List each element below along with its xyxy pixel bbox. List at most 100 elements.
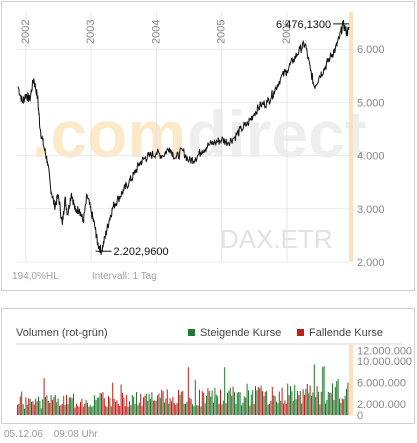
volume-bar bbox=[206, 396, 207, 415]
volume-bar bbox=[257, 387, 259, 415]
volume-bar bbox=[228, 390, 230, 415]
volume-bar bbox=[334, 387, 336, 415]
volume-bar bbox=[29, 399, 31, 415]
volume-bar bbox=[17, 404, 18, 415]
volume-bar bbox=[24, 408, 25, 415]
volume-y-tick-label: 0 bbox=[357, 410, 363, 422]
volume-bar bbox=[91, 407, 93, 415]
volume-bar bbox=[214, 387, 216, 415]
volume-bar bbox=[236, 393, 238, 415]
legend-falling: Fallende Kurse bbox=[309, 327, 383, 339]
volume-bar bbox=[61, 403, 63, 415]
volume-bar bbox=[172, 396, 174, 415]
volume-bar bbox=[316, 386, 318, 415]
volume-bar bbox=[31, 402, 32, 415]
volume-bar bbox=[32, 401, 34, 415]
chart-title: DAX.ETR bbox=[220, 224, 333, 254]
volume-bar bbox=[347, 382, 349, 415]
volume-bar bbox=[210, 396, 212, 415]
volume-bar bbox=[256, 390, 258, 415]
volume-bar bbox=[123, 397, 125, 415]
volume-bar bbox=[252, 390, 254, 415]
volume-bar bbox=[280, 400, 282, 415]
volume-bar bbox=[150, 399, 151, 415]
x-tick-label: 2006 bbox=[281, 20, 293, 44]
volume-bar bbox=[131, 395, 133, 415]
volume-bar bbox=[179, 394, 181, 415]
volume-bar bbox=[332, 383, 333, 415]
volume-bar bbox=[271, 386, 273, 415]
footer-date: 05.12.06 bbox=[4, 429, 43, 440]
volume-bar bbox=[75, 403, 77, 415]
price-chart-panel: .com direct DAX.ETR 2002 2003 2004 2005 2006… bbox=[1, 1, 415, 291]
volume-bar bbox=[164, 402, 165, 415]
volume-bar bbox=[152, 400, 154, 415]
volume-bar bbox=[113, 398, 115, 415]
volume-bar bbox=[203, 392, 205, 415]
y-tick-label: 6.000 bbox=[357, 44, 385, 56]
volume-bar bbox=[103, 398, 105, 415]
volume-title: Volumen (rot-grün) bbox=[16, 327, 108, 339]
volume-bar bbox=[327, 391, 329, 415]
volume-bar bbox=[243, 396, 245, 415]
volume-bar bbox=[36, 401, 38, 415]
volume-bar bbox=[66, 394, 67, 415]
volume-bar bbox=[81, 398, 83, 415]
volume-y-tick-label: 10.000.000 bbox=[357, 356, 412, 368]
volume-bar bbox=[87, 402, 88, 415]
volume-bar bbox=[77, 405, 79, 415]
volume-right-bar bbox=[349, 345, 353, 415]
price-line bbox=[17, 20, 350, 255]
volume-bar bbox=[340, 402, 342, 415]
volume-bar bbox=[339, 398, 340, 415]
volume-bar bbox=[159, 397, 161, 415]
volume-bar bbox=[25, 397, 27, 415]
volume-bar bbox=[95, 400, 97, 415]
volume-bar bbox=[295, 399, 297, 415]
volume-bar bbox=[84, 404, 86, 415]
volume-bar bbox=[213, 403, 214, 415]
volume-bar bbox=[322, 367, 324, 415]
volume-bar bbox=[165, 398, 167, 415]
volume-bar bbox=[323, 366, 325, 415]
volume-bar bbox=[305, 388, 307, 415]
volume-bar bbox=[225, 403, 227, 415]
volume-bar bbox=[171, 401, 172, 415]
volume-bar bbox=[162, 391, 164, 415]
volume-bar bbox=[161, 390, 163, 415]
volume-bar bbox=[308, 393, 310, 415]
volume-bar bbox=[304, 394, 305, 415]
volume-bar bbox=[186, 401, 188, 415]
volume-bar bbox=[67, 404, 69, 415]
volume-bar bbox=[208, 391, 210, 415]
volume-bar bbox=[192, 404, 193, 415]
volume-bar bbox=[96, 397, 98, 415]
volume-bar bbox=[168, 403, 170, 415]
volume-bar bbox=[344, 395, 346, 415]
volume-bar bbox=[140, 393, 142, 415]
y-tick-label: 3.000 bbox=[357, 204, 385, 216]
volume-bar bbox=[311, 395, 312, 415]
volume-bar bbox=[35, 398, 37, 415]
price-chart: .com direct DAX.ETR 2002 2003 2004 2005 2006… bbox=[12, 12, 385, 282]
volume-bar bbox=[137, 405, 139, 415]
volume-bar bbox=[260, 385, 262, 415]
volume-bar bbox=[287, 383, 289, 415]
volume-bar bbox=[281, 387, 283, 415]
volume-bar bbox=[319, 404, 321, 415]
volume-bar bbox=[288, 395, 290, 415]
volume-bar bbox=[315, 396, 317, 415]
right-highlight-bar bbox=[349, 12, 353, 262]
volume-bar bbox=[74, 407, 76, 415]
volume-bar bbox=[229, 387, 231, 415]
volume-bar bbox=[222, 400, 224, 415]
volume-bar bbox=[263, 396, 265, 415]
volume-chart-panel: Volumen (rot-grün) Steigende Kurse Falle… bbox=[1, 308, 415, 424]
volume-bar bbox=[176, 403, 178, 415]
volume-bar bbox=[269, 403, 270, 415]
volume-bar bbox=[231, 395, 233, 415]
volume-bar bbox=[116, 400, 118, 415]
volume-bar bbox=[204, 403, 206, 415]
volume-bar bbox=[306, 383, 308, 415]
volume-bar bbox=[302, 389, 304, 415]
